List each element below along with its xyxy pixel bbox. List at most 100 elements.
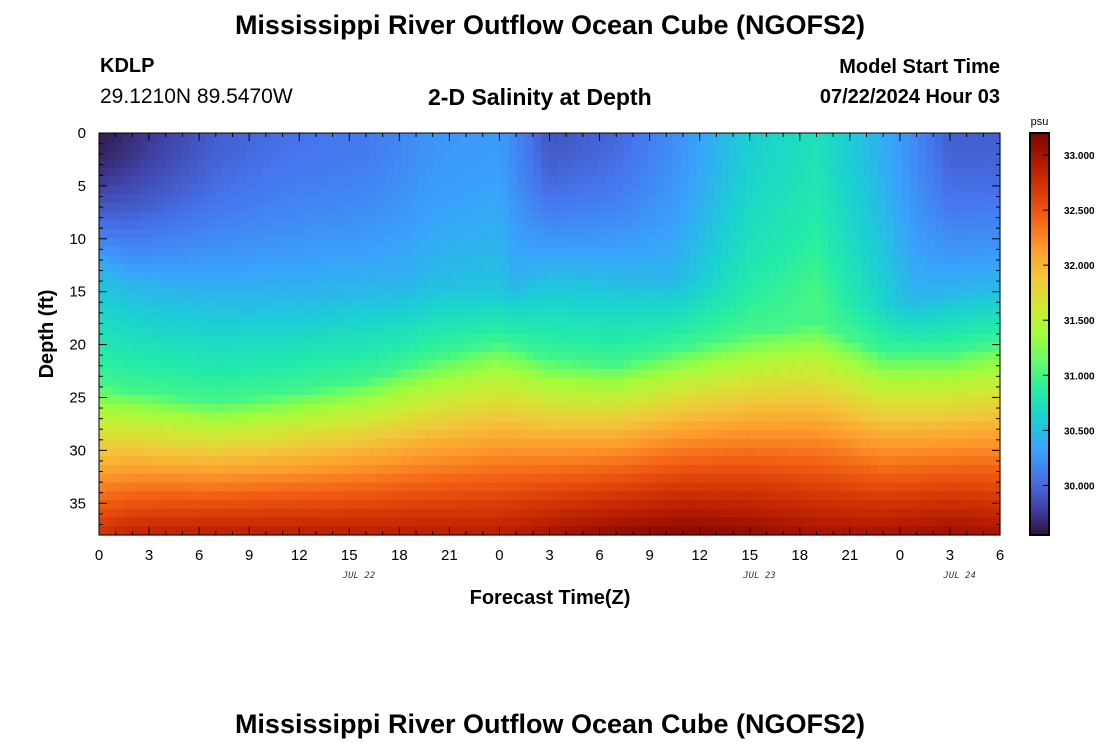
heatmap-cell — [934, 281, 944, 291]
heatmap-cell — [451, 211, 460, 221]
heatmap-cell — [737, 500, 747, 510]
heatmap-cell — [508, 290, 518, 300]
heatmap-cell — [615, 491, 624, 501]
heatmap-cell — [950, 272, 960, 283]
heatmap-cell — [107, 421, 116, 431]
heatmap-cell — [107, 377, 116, 388]
heatmap-cell — [615, 202, 624, 213]
heatmap-cell — [164, 246, 174, 256]
heatmap-cell — [950, 412, 960, 422]
heatmap-cell — [770, 334, 780, 344]
heatmap-cell — [418, 141, 428, 152]
heatmap-cell — [598, 176, 608, 187]
heatmap-cell — [148, 412, 157, 422]
heatmap-cell — [172, 281, 182, 291]
heatmap-cell — [582, 334, 592, 344]
heatmap-cell — [959, 237, 968, 248]
heatmap-cell — [246, 403, 256, 414]
heatmap-cell — [696, 500, 706, 510]
heatmap-cell — [844, 325, 854, 335]
heatmap-cell — [565, 465, 575, 475]
heatmap-cell — [860, 500, 870, 510]
heatmap-cell — [991, 421, 1001, 431]
heatmap-cell — [426, 508, 436, 519]
heatmap-cell — [287, 412, 297, 422]
heatmap-cell — [713, 281, 723, 291]
heatmap-cell — [483, 264, 493, 274]
heatmap-cell — [787, 211, 796, 221]
heatmap-cell — [344, 159, 354, 169]
heatmap-cell — [254, 281, 264, 291]
heatmap-cell — [754, 229, 764, 239]
heatmap-cell — [131, 255, 141, 265]
heatmap-cell — [672, 150, 682, 160]
heatmap-cell — [344, 377, 354, 388]
heatmap-cell — [410, 465, 420, 475]
heatmap-cell — [426, 255, 436, 265]
heatmap-cell — [377, 412, 387, 422]
heatmap-cell — [762, 456, 772, 466]
heatmap-cell — [213, 246, 223, 256]
heatmap-cell — [762, 316, 772, 326]
heatmap-cell — [885, 281, 895, 291]
heatmap-cell — [402, 508, 411, 519]
heatmap-cell — [598, 500, 608, 510]
heatmap-cell — [459, 482, 469, 492]
heatmap-cell — [827, 299, 837, 309]
heatmap-cell — [541, 473, 551, 484]
heatmap-cell — [729, 211, 739, 221]
heatmap-cell — [213, 412, 223, 422]
heatmap-cell — [901, 517, 911, 527]
heatmap-cell — [541, 456, 551, 466]
heatmap-cell — [164, 334, 174, 344]
heatmap-cell — [672, 473, 682, 484]
heatmap-cell — [909, 500, 919, 510]
heatmap-cell — [557, 185, 567, 195]
heatmap-cell — [860, 281, 870, 291]
heatmap-cell — [213, 299, 223, 309]
heatmap-cell — [328, 491, 338, 501]
heatmap-cell — [696, 211, 706, 221]
heatmap-cell — [926, 403, 936, 414]
heatmap-cell — [549, 342, 559, 353]
heatmap-cell — [901, 211, 911, 221]
heatmap-cell — [197, 133, 207, 143]
heatmap-cell — [254, 491, 264, 501]
heatmap-cell — [819, 386, 829, 396]
heatmap-cell — [254, 430, 264, 440]
heatmap-cell — [328, 438, 338, 449]
heatmap-cell — [230, 438, 239, 449]
heatmap-cell — [893, 194, 903, 204]
heatmap-cell — [721, 307, 731, 318]
heatmap-cell — [975, 456, 985, 466]
heatmap-cell — [393, 412, 403, 422]
heatmap-cell — [344, 325, 354, 335]
heatmap-cell — [975, 491, 985, 501]
heatmap-cell — [483, 421, 493, 431]
heatmap-cell — [942, 412, 952, 422]
heatmap-cell — [418, 255, 428, 265]
heatmap-cell — [385, 342, 395, 353]
heatmap-cell — [549, 465, 559, 475]
heatmap-cell — [492, 482, 501, 492]
heatmap-cell — [230, 482, 239, 492]
heatmap-cell — [459, 307, 469, 318]
heatmap-cell — [631, 237, 641, 248]
heatmap-cell — [893, 334, 903, 344]
heatmap-cell — [99, 202, 108, 213]
heatmap-cell — [279, 325, 288, 335]
heatmap-cell — [238, 325, 248, 335]
heatmap-cell — [443, 430, 452, 440]
heatmap-cell — [606, 176, 616, 187]
heatmap-cell — [959, 211, 968, 221]
heatmap-cell — [557, 473, 567, 484]
heatmap-cell — [942, 491, 952, 501]
heatmap-cell — [303, 368, 313, 379]
heatmap-cell — [500, 246, 510, 256]
heatmap-cell — [647, 307, 657, 318]
heatmap-cell — [860, 150, 870, 160]
heatmap-cell — [827, 202, 837, 213]
heatmap-cell — [131, 342, 141, 353]
heatmap-cell — [524, 351, 534, 361]
heatmap-cell — [541, 299, 551, 309]
